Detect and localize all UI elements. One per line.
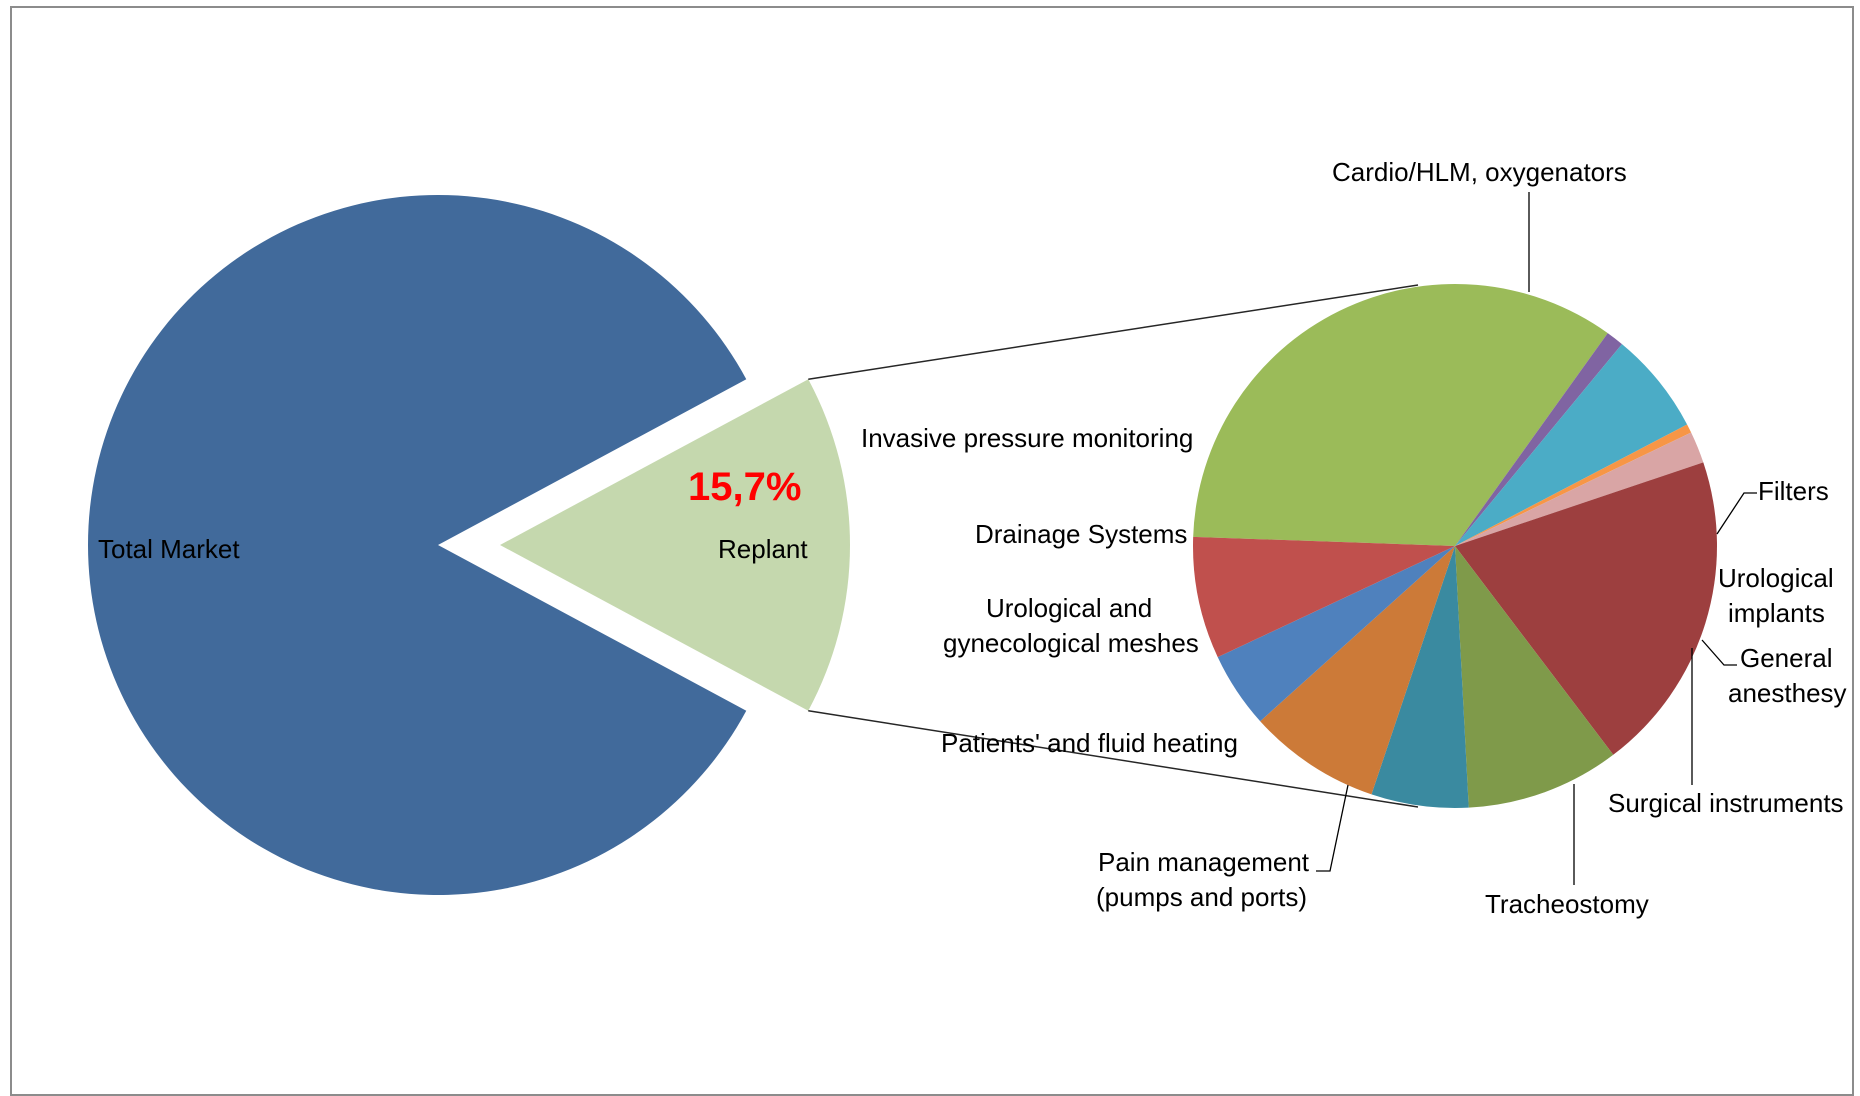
slice-pain-management-pumps-and-ports — [1455, 546, 1614, 808]
slice-filters — [1455, 333, 1622, 546]
main-pie — [87, 195, 850, 895]
slice-invasive-pressure-monitoring — [1193, 536, 1455, 658]
slice-general-anesthesy — [1455, 424, 1692, 546]
leader-lines — [1316, 192, 1757, 885]
slice-drainage-systems — [1217, 546, 1455, 722]
slice-urological-implants — [1455, 344, 1688, 546]
label-invasive-pressure-monitoring: Invasive pressure monitoring — [861, 423, 1193, 453]
slice-cardio-hlm-oxygenators — [1193, 284, 1608, 546]
connector-lines — [808, 284, 1419, 808]
label-tracheostomy: Tracheostomy — [1485, 889, 1649, 919]
leader-filters — [1716, 492, 1757, 535]
slice-patients-and-fluid-heating — [1371, 546, 1469, 808]
slice-urological-and-gynecological-meshes — [1260, 546, 1455, 795]
label-replant: Replant — [718, 534, 808, 564]
leader-general-anesthesy — [1701, 639, 1737, 666]
label-total-market: Total Market — [98, 534, 240, 564]
label-general-anesthesy-1: General — [1740, 643, 1833, 673]
label-urological-implants-1: Urological — [1718, 563, 1834, 593]
label-meshes-2: gynecological meshes — [943, 628, 1199, 658]
label-urological-implants-2: implants — [1728, 598, 1825, 628]
slice-total-market — [87, 195, 747, 895]
label-filters: Filters — [1758, 476, 1829, 506]
slice-tracheostomy — [1455, 462, 1717, 755]
connector-line-top — [808, 284, 1419, 381]
connector-line-bottom — [808, 709, 1419, 808]
label-cardio-hlm-oxygenators: Cardio/HLM, oxygenators — [1332, 157, 1627, 187]
label-general-anesthesy-2: anesthesy — [1728, 678, 1847, 708]
slice-replant — [500, 379, 850, 711]
leader-pain-management — [1316, 784, 1349, 872]
label-surgical-instruments: Surgical instruments — [1608, 788, 1844, 818]
label-meshes-1: Urological and — [986, 593, 1152, 623]
label-replant-percent: 15,7% — [688, 465, 801, 509]
slice-surgical-instruments — [1455, 432, 1704, 546]
label-drainage-systems: Drainage Systems — [975, 519, 1187, 549]
label-pain-management-2: (pumps and ports) — [1096, 882, 1307, 912]
label-pain-management-1: Pain management — [1098, 847, 1310, 877]
secondary-pie — [1193, 284, 1717, 808]
label-fluid-heating: Patients' and fluid heating — [941, 728, 1238, 758]
